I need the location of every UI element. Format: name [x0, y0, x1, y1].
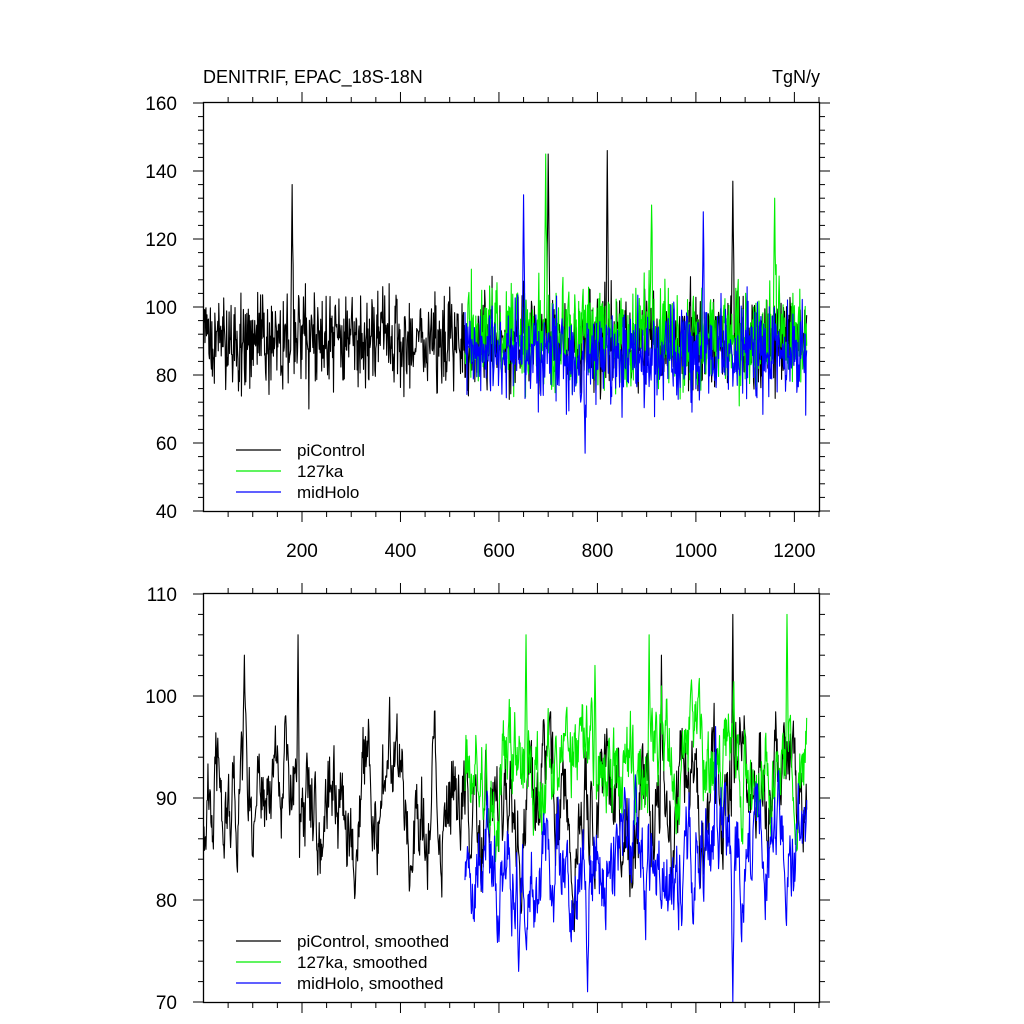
y-tick-label: 100 [145, 298, 177, 319]
x-tick-label: 800 [582, 541, 614, 562]
top-legend: piControl 127ka midHolo [236, 441, 365, 502]
y-tick-label: 140 [145, 162, 177, 183]
x-tick-label: 600 [483, 541, 515, 562]
x-tick-label: 1000 [675, 541, 717, 562]
top-plot-frame [202, 101, 821, 513]
legend-label: 127ka, smoothed [297, 953, 427, 972]
top-chart-units: TgN/y [772, 67, 820, 87]
series-line-midholo [464, 194, 808, 454]
series-line-midholo-smoothed [464, 726, 808, 1003]
bottom-panel: 70 80 90 100 110 piControl, smoothed 127ka, s… [145, 583, 830, 1014]
y-tick-label: 60 [156, 434, 177, 455]
y-tick-label: 110 [147, 585, 177, 606]
legend-label: piControl [297, 441, 365, 460]
y-tick-label: 80 [156, 891, 177, 912]
x-tick-label: 1200 [773, 541, 815, 562]
legend-label: midHolo, smoothed [297, 974, 443, 993]
top-chart-title: DENITRIF, EPAC_18S-18N [203, 67, 423, 88]
y-tick-label: 40 [156, 502, 177, 523]
y-tick-label: 90 [156, 789, 177, 810]
legend-label: midHolo [297, 483, 359, 502]
top-series-lines [203, 150, 808, 454]
bottom-legend: piControl, smoothed 127ka, smoothed midHol… [236, 932, 449, 993]
bottom-axes: 70 80 90 100 110 [145, 583, 830, 1014]
top-panel: DENITRIF, EPAC_18S-18N TgN/y 40 60 80 100 12… [145, 67, 830, 562]
y-tick-label: 80 [156, 366, 177, 387]
bottom-plot-frame [202, 592, 821, 1004]
x-tick-label: 400 [385, 541, 417, 562]
legend-label: 127ka [297, 462, 344, 481]
y-tick-label: 70 [156, 993, 177, 1014]
bottom-series-lines [203, 613, 808, 1003]
y-tick-label: 100 [145, 687, 177, 708]
y-tick-label: 160 [145, 94, 177, 115]
top-axes: 40 60 80 100 120 140 160 200 400 600 800 1000 1200 [145, 92, 830, 562]
x-tick-label: 200 [286, 541, 318, 562]
y-tick-label: 120 [145, 230, 177, 251]
legend-label: piControl, smoothed [297, 932, 449, 951]
